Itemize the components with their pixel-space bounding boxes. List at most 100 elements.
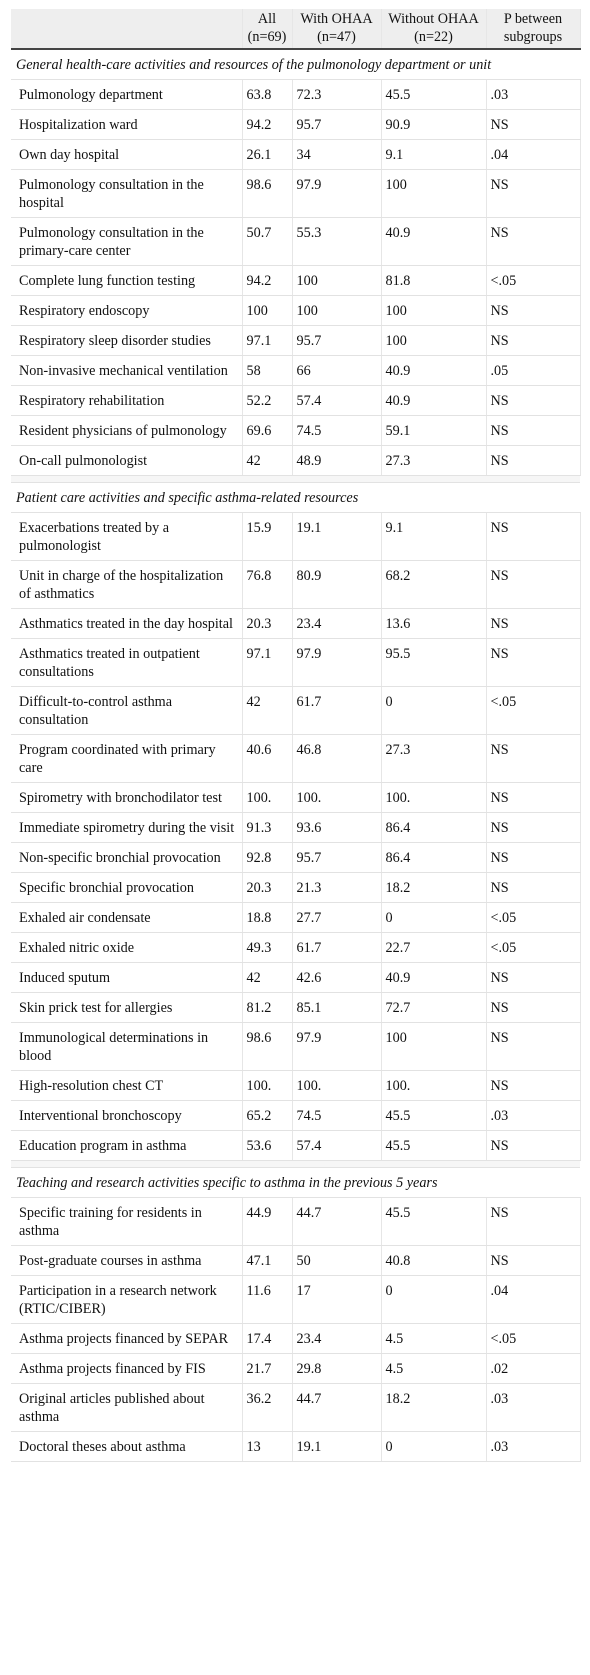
- value-cell: 74.5: [292, 415, 382, 446]
- header-cell: [11, 9, 243, 50]
- data-row: Induced sputum 42 42.6 40.9 NS: [11, 962, 581, 993]
- value-cell: 0: [381, 1431, 487, 1462]
- value-cell: 72.7: [381, 992, 487, 1023]
- value-cell: 61.7: [292, 932, 382, 963]
- value-cell: 42: [242, 962, 293, 993]
- value-cell: 21.7: [242, 1353, 293, 1384]
- row-label: Pulmonology department: [11, 79, 243, 110]
- value-cell: 100.: [242, 1070, 293, 1101]
- value-cell: NS: [486, 638, 581, 687]
- data-row: Hospitalization ward 94.2 95.7 90.9 NS: [11, 109, 581, 140]
- data-row: Interventional bronchoscopy 65.2 74.5 45.5.…: [11, 1100, 581, 1131]
- value-cell: 15.9: [242, 512, 293, 561]
- data-row: Original articles published about asthma…: [11, 1383, 581, 1432]
- value-cell: 90.9: [381, 109, 487, 140]
- value-cell: 97.9: [292, 638, 382, 687]
- data-row: Asthma projects financed by FIS 21.7 29.8 4…: [11, 1353, 581, 1384]
- value-cell: .03: [486, 1100, 581, 1131]
- data-row: Post-graduate courses in asthma 47.1 50 40.…: [11, 1245, 581, 1276]
- data-row: Unit in charge of the hospitalization of…: [11, 560, 581, 609]
- header-row: All (n=69) With OHAA (n=47) Without OHAA (…: [11, 9, 581, 50]
- data-row: Complete lung function testing 94.2 100 81.…: [11, 265, 581, 296]
- row-label: Unit in charge of the hospitalization of…: [11, 560, 243, 609]
- value-cell: 81.2: [242, 992, 293, 1023]
- value-cell: <.05: [486, 902, 581, 933]
- row-label: High-resolution chest CT: [11, 1070, 243, 1101]
- data-row: Exhaled air condensate 18.8 27.7 0 <.05: [11, 902, 581, 933]
- row-label: Pulmonology consultation in the primary-…: [11, 217, 243, 266]
- data-row: Exhaled nitric oxide 49.3 61.7 22.7 <.05: [11, 932, 581, 963]
- value-cell: .04: [486, 139, 581, 170]
- value-cell: 0: [381, 902, 487, 933]
- value-cell: 22.7: [381, 932, 487, 963]
- row-label: Asthma projects financed by SEPAR: [11, 1323, 243, 1354]
- value-cell: 11.6: [242, 1275, 293, 1324]
- value-cell: 45.5: [381, 1130, 487, 1161]
- value-cell: 97.1: [242, 638, 293, 687]
- value-cell: 94.2: [242, 109, 293, 140]
- row-label: Exacerbations treated by a pulmonologist: [11, 512, 243, 561]
- value-cell: <.05: [486, 686, 581, 735]
- value-cell: 86.4: [381, 812, 487, 843]
- data-row: Asthmatics treated in outpatient consult…: [11, 638, 581, 687]
- value-cell: 19.1: [292, 512, 382, 561]
- data-row: Respiratory rehabilitation 52.2 57.4 40.9 NS: [11, 385, 581, 416]
- value-cell: NS: [486, 385, 581, 416]
- data-table: All (n=69) With OHAA (n=47) Without OHAA (…: [11, 9, 581, 1462]
- data-row: Specific training for residents in asthm…: [11, 1197, 581, 1246]
- value-cell: 19.1: [292, 1431, 382, 1462]
- value-cell: 100.: [242, 782, 293, 813]
- value-cell: 95.7: [292, 109, 382, 140]
- value-cell: NS: [486, 445, 581, 476]
- value-cell: 27.7: [292, 902, 382, 933]
- row-label: Doctoral theses about asthma: [11, 1431, 243, 1462]
- data-row: Exacerbations treated by a pulmonologist…: [11, 512, 581, 561]
- section-row: Teaching and research activities specifi…: [11, 1167, 580, 1198]
- data-row: Education program in asthma 53.6 57.4 45.5 N…: [11, 1130, 581, 1161]
- row-label: Resident physicians of pulmonology: [11, 415, 243, 446]
- value-cell: 40.9: [381, 962, 487, 993]
- value-cell: NS: [486, 109, 581, 140]
- value-cell: NS: [486, 992, 581, 1023]
- row-label: Interventional bronchoscopy: [11, 1100, 243, 1131]
- value-cell: 40.8: [381, 1245, 487, 1276]
- value-cell: NS: [486, 1130, 581, 1161]
- value-cell: NS: [486, 812, 581, 843]
- value-cell: .03: [486, 1431, 581, 1462]
- data-row: Own day hospital 26.1 34 9.1.04: [11, 139, 581, 170]
- value-cell: 20.3: [242, 872, 293, 903]
- value-cell: 68.2: [381, 560, 487, 609]
- value-cell: 48.9: [292, 445, 382, 476]
- row-label: On-call pulmonologist: [11, 445, 243, 476]
- value-cell: 55.3: [292, 217, 382, 266]
- value-cell: 42: [242, 686, 293, 735]
- value-cell: 49.3: [242, 932, 293, 963]
- value-cell: 36.2: [242, 1383, 293, 1432]
- value-cell: 45.5: [381, 1100, 487, 1131]
- data-row: Participation in a research network (RTI…: [11, 1275, 581, 1324]
- data-row: Pulmonology consultation in the primary-…: [11, 217, 581, 266]
- value-cell: 42: [242, 445, 293, 476]
- value-cell: 27.3: [381, 734, 487, 783]
- data-row: Pulmonology department 63.8 72.3 45.5.03: [11, 79, 581, 110]
- value-cell: 97.9: [292, 1022, 382, 1071]
- row-label: Non-invasive mechanical ventilation: [11, 355, 243, 386]
- value-cell: 69.6: [242, 415, 293, 446]
- value-cell: .05: [486, 355, 581, 386]
- data-row: Respiratory sleep disorder studies 97.1 95…: [11, 325, 581, 356]
- data-row: Specific bronchial provocation 20.3 21.3 18…: [11, 872, 581, 903]
- value-cell: 97.9: [292, 169, 382, 218]
- value-cell: 95.7: [292, 325, 382, 356]
- value-cell: 100: [381, 169, 487, 218]
- value-cell: 100: [381, 1022, 487, 1071]
- value-cell: 63.8: [242, 79, 293, 110]
- value-cell: <.05: [486, 1323, 581, 1354]
- value-cell: 34: [292, 139, 382, 170]
- row-label: Skin prick test for allergies: [11, 992, 243, 1023]
- data-row: On-call pulmonologist 42 48.9 27.3 NS: [11, 445, 581, 476]
- section-title: Teaching and research activities specifi…: [11, 1167, 580, 1198]
- spacer-row: [11, 475, 580, 483]
- value-cell: NS: [486, 169, 581, 218]
- row-label: Spirometry with bronchodilator test: [11, 782, 243, 813]
